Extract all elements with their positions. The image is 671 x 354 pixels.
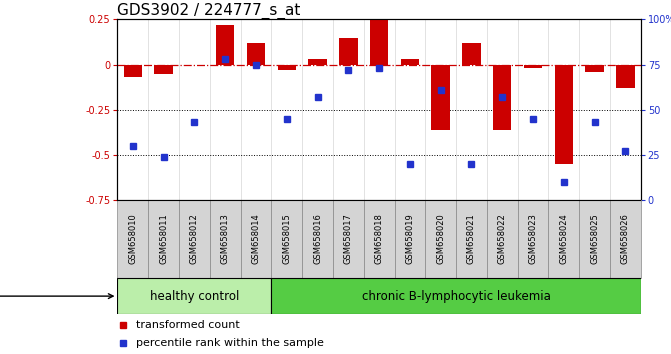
Text: GSM658014: GSM658014 (252, 213, 260, 264)
Bar (370, 19, 389, 64)
FancyBboxPatch shape (271, 200, 302, 278)
Bar (123, 64, 142, 77)
FancyBboxPatch shape (117, 200, 148, 278)
FancyBboxPatch shape (148, 200, 179, 278)
FancyBboxPatch shape (548, 200, 579, 278)
FancyBboxPatch shape (517, 200, 548, 278)
Bar (462, 43, 480, 64)
Text: GSM658010: GSM658010 (128, 213, 138, 264)
FancyBboxPatch shape (333, 200, 364, 278)
Bar (431, 64, 450, 130)
Text: GSM658023: GSM658023 (529, 213, 537, 264)
Text: GSM658011: GSM658011 (159, 213, 168, 264)
Text: GSM658013: GSM658013 (221, 213, 229, 264)
Bar (585, 64, 604, 72)
Bar (493, 64, 511, 130)
Text: GSM658022: GSM658022 (498, 213, 507, 264)
Bar (339, 38, 358, 64)
Text: chronic B-lymphocytic leukemia: chronic B-lymphocytic leukemia (362, 290, 550, 303)
Bar (555, 64, 573, 164)
FancyBboxPatch shape (271, 278, 641, 314)
FancyBboxPatch shape (456, 200, 487, 278)
Bar (247, 43, 265, 64)
FancyBboxPatch shape (610, 200, 641, 278)
FancyBboxPatch shape (425, 200, 456, 278)
Text: GSM658021: GSM658021 (467, 213, 476, 264)
Text: GSM658012: GSM658012 (190, 213, 199, 264)
Text: GSM658015: GSM658015 (282, 213, 291, 264)
Text: GSM658016: GSM658016 (313, 213, 322, 264)
Text: percentile rank within the sample: percentile rank within the sample (136, 338, 323, 348)
Text: GSM658024: GSM658024 (560, 213, 568, 264)
FancyBboxPatch shape (364, 200, 395, 278)
Text: disease state: disease state (0, 290, 113, 303)
Text: GSM658017: GSM658017 (344, 213, 353, 264)
Text: GSM658026: GSM658026 (621, 213, 630, 264)
Text: healthy control: healthy control (150, 290, 239, 303)
Text: GSM658019: GSM658019 (405, 213, 415, 264)
Text: GSM658020: GSM658020 (436, 213, 445, 264)
FancyBboxPatch shape (179, 200, 210, 278)
Bar (278, 64, 296, 70)
Bar (216, 25, 234, 64)
Text: GDS3902 / 224777_s_at: GDS3902 / 224777_s_at (117, 3, 301, 19)
Bar (308, 59, 327, 64)
FancyBboxPatch shape (117, 278, 271, 314)
FancyBboxPatch shape (241, 200, 271, 278)
FancyBboxPatch shape (395, 200, 425, 278)
FancyBboxPatch shape (487, 200, 517, 278)
Bar (524, 64, 542, 68)
Bar (401, 59, 419, 64)
Text: transformed count: transformed count (136, 320, 240, 330)
Text: GSM658025: GSM658025 (590, 213, 599, 264)
FancyBboxPatch shape (302, 200, 333, 278)
FancyBboxPatch shape (579, 200, 610, 278)
FancyBboxPatch shape (210, 200, 241, 278)
Bar (616, 64, 635, 88)
Text: GSM658018: GSM658018 (374, 213, 384, 264)
Bar (154, 64, 173, 74)
